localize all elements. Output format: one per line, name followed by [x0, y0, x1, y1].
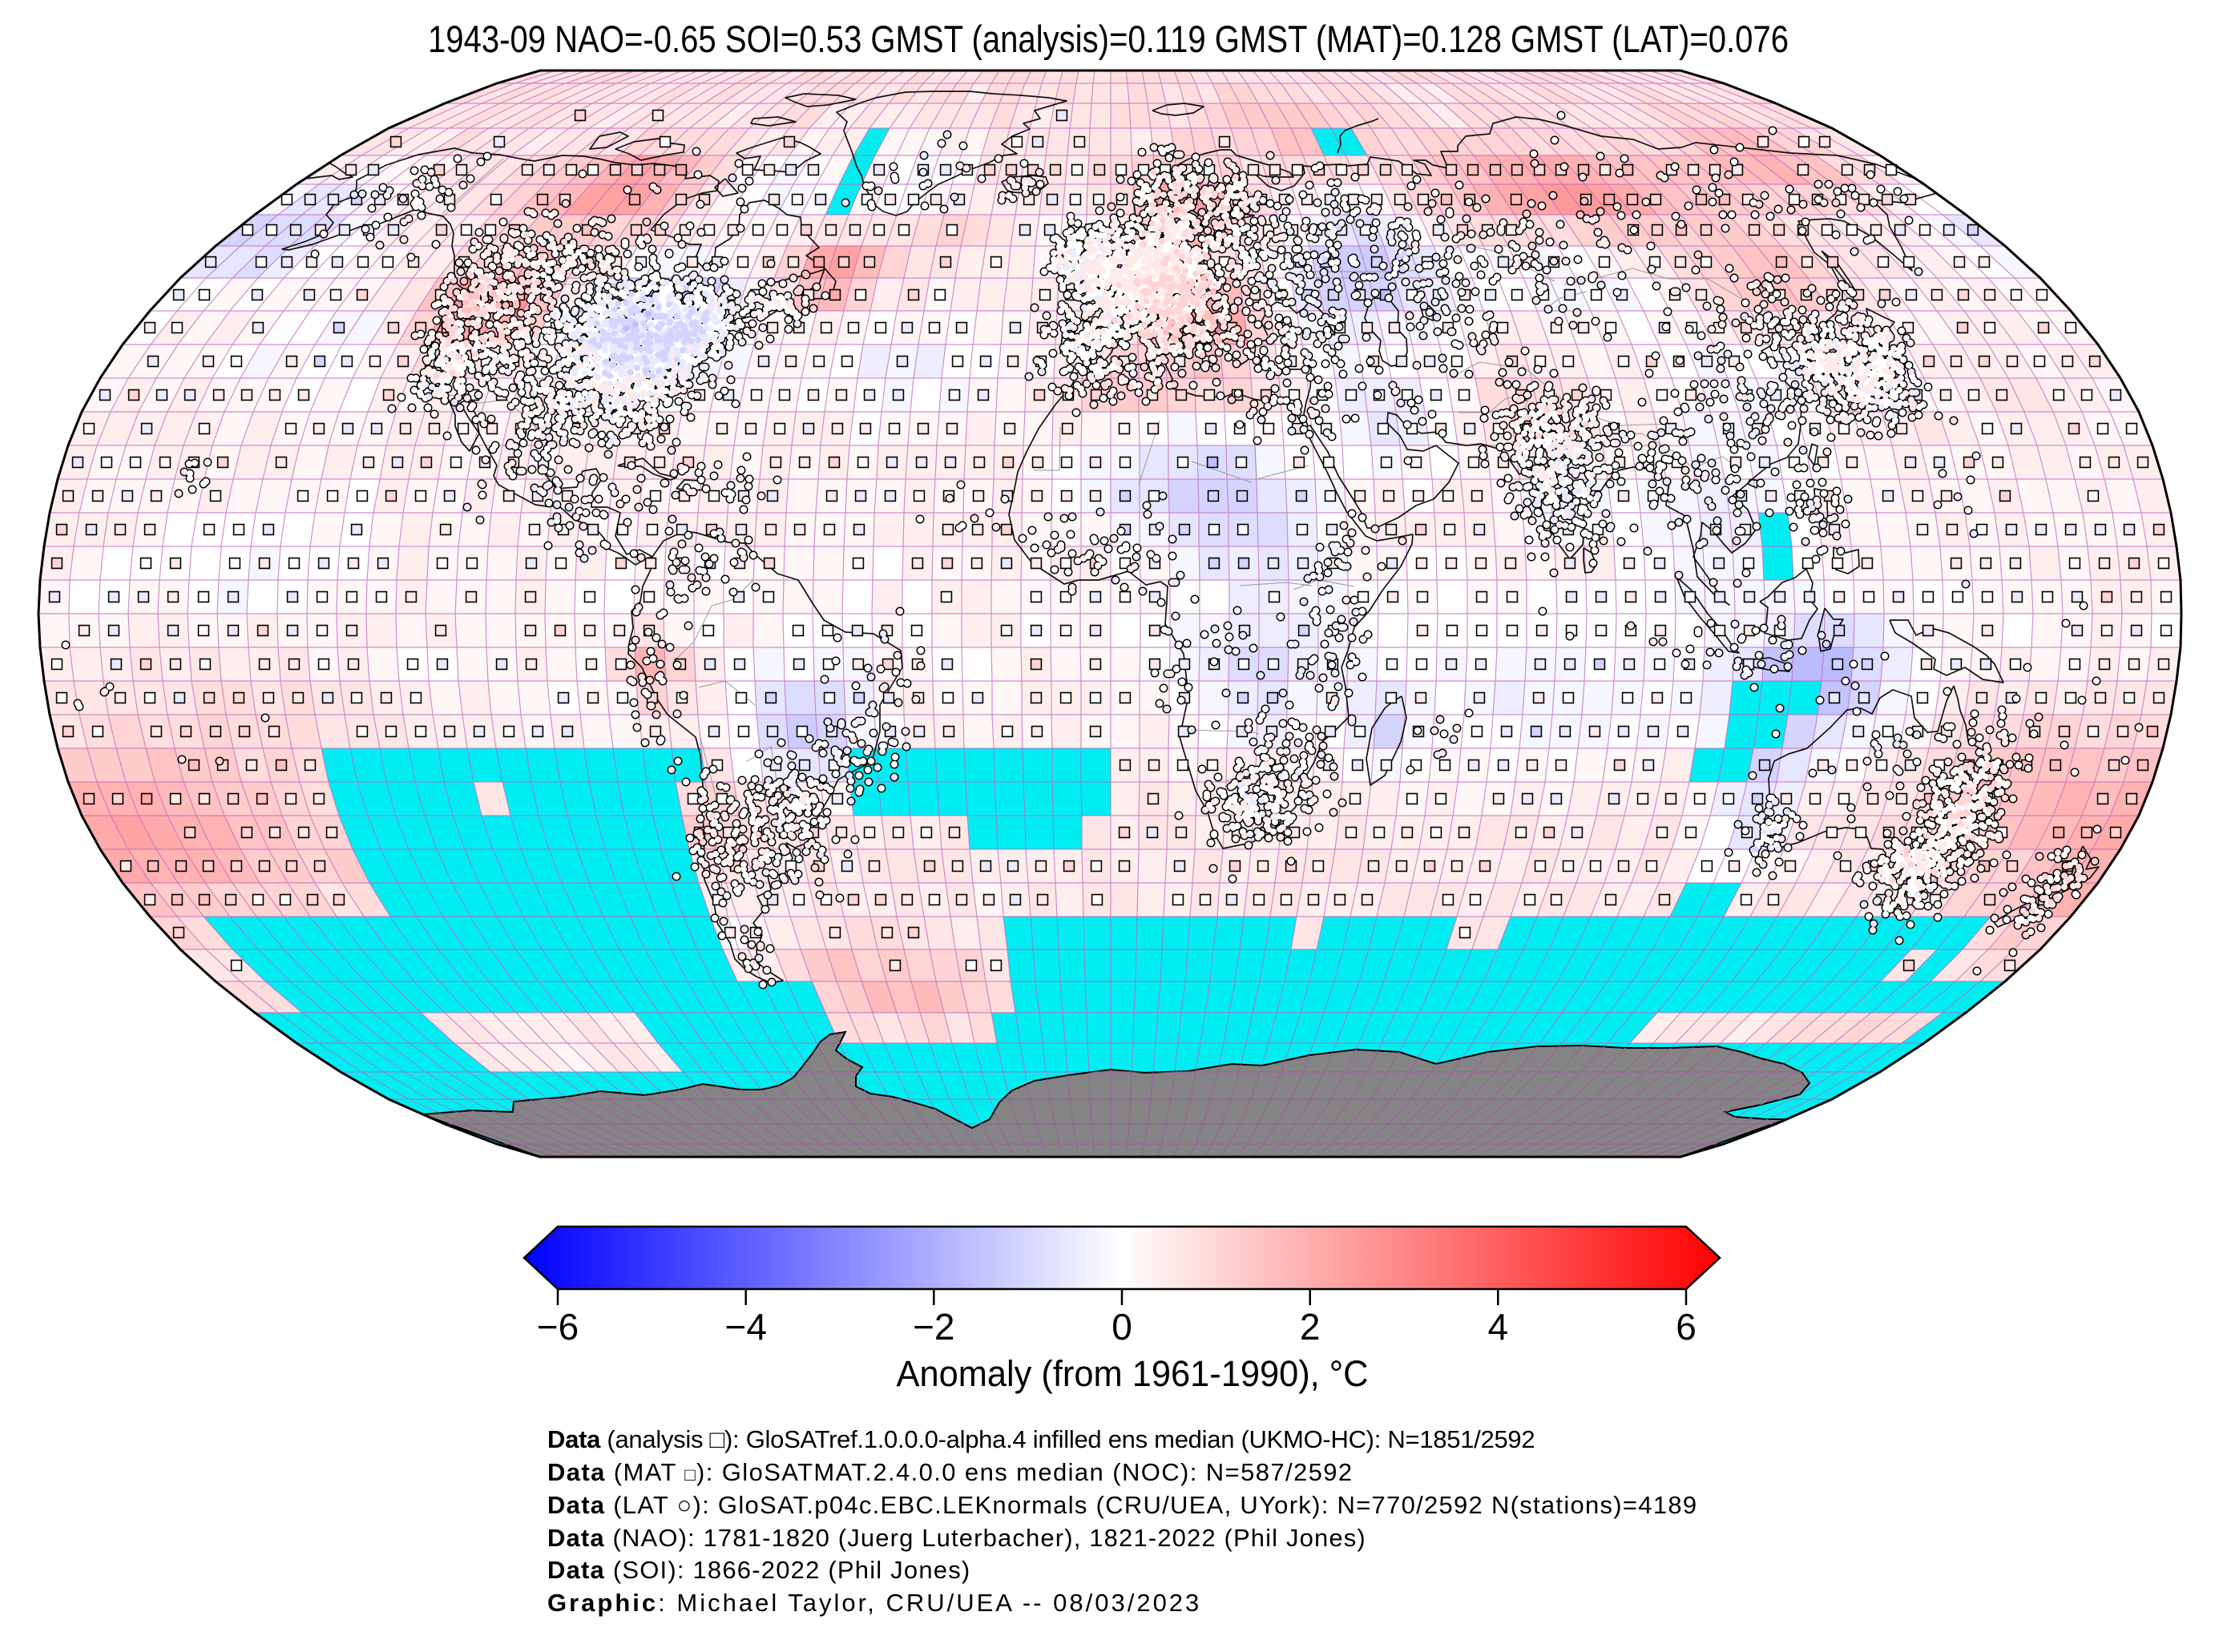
svg-text:Data (SOI): 1866-2022 (Phil Jo: Data (SOI): 1866-2022 (Phil Jones) [547, 1556, 970, 1584]
svg-text:Anomaly (from 1961-1990), °C: Anomaly (from 1961-1990), °C [897, 1353, 1369, 1394]
svg-text:0: 0 [1112, 1306, 1132, 1348]
svg-text:6: 6 [1676, 1306, 1697, 1348]
svg-text:Data (analysis □): GloSATref.1: Data (analysis □): GloSATref.1.0.0.0-alp… [547, 1425, 1535, 1453]
svg-text:−2: −2 [913, 1306, 954, 1348]
svg-text:Data (LAT ○): GloSAT.p04c.EBC.: Data (LAT ○): GloSAT.p04c.EBC.LEKnormals… [547, 1491, 1697, 1519]
svg-text:Data (MAT □): GloSATMAT.2.4.0.: Data (MAT □): GloSATMAT.2.4.0.0 ens medi… [547, 1458, 1354, 1486]
svg-text:−6: −6 [537, 1306, 579, 1348]
svg-text:−4: −4 [724, 1306, 766, 1348]
svg-text:2: 2 [1300, 1306, 1321, 1348]
svg-text:1943-09 NAO=-0.65 SOI=0.53 GMS: 1943-09 NAO=-0.65 SOI=0.53 GMST (analysi… [428, 18, 1789, 60]
svg-text:Data (NAO): 1781-1820 (Juerg L: Data (NAO): 1781-1820 (Juerg Luterbacher… [547, 1524, 1366, 1552]
svg-text:4: 4 [1488, 1306, 1509, 1348]
svg-text:Graphic: Michael Taylor, CRU/U: Graphic: Michael Taylor, CRU/UEA -- 08/0… [547, 1589, 1201, 1617]
